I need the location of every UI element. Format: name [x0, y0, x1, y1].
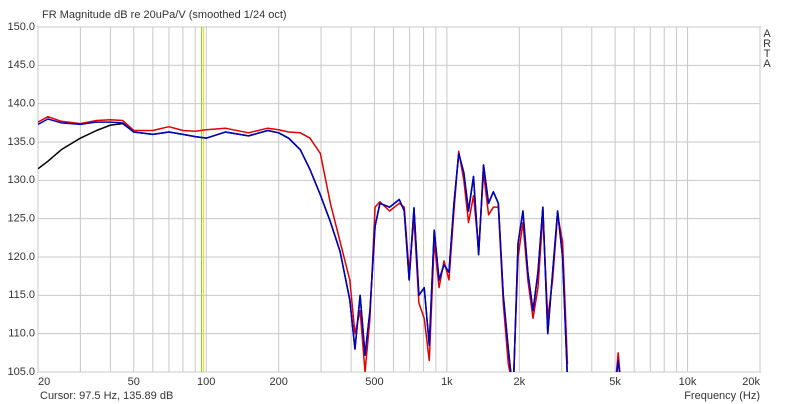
x-tick-label: 10k — [679, 376, 697, 388]
x-tick-label: 500 — [365, 376, 383, 388]
y-tick-label: 135.0 — [7, 136, 35, 148]
y-tick-label: 115.0 — [8, 289, 35, 301]
x-tick-label: 5k — [609, 376, 621, 388]
grid — [37, 26, 761, 373]
watermark: ARTA — [761, 28, 773, 68]
y-tick-label: 150.0 — [7, 21, 35, 33]
plot-lines — [38, 27, 621, 372]
y-tick-label: 120.0 — [7, 251, 35, 263]
x-tick-label: 1k — [441, 376, 453, 388]
y-tick-label: 145.0 — [7, 59, 35, 71]
x-tick-label: 200 — [269, 376, 287, 388]
x-tick-label: 2k — [514, 376, 526, 388]
response-line — [38, 118, 621, 372]
x-tick-label: 100 — [197, 376, 215, 388]
x-tick-label: 20 — [38, 376, 50, 388]
y-tick-label: 105.0 — [7, 366, 35, 378]
x-axis-label: Frequency (Hz) — [684, 390, 760, 402]
y-tick-label: 140.0 — [7, 98, 35, 110]
y-tick-label: 125.0 — [7, 213, 35, 225]
x-tick-label: 20k — [742, 376, 760, 388]
chart-title: FR Magnitude dB re 20uPa/V (smoothed 1/2… — [42, 9, 287, 21]
x-tick-label: 50 — [128, 376, 140, 388]
y-tick-label: 130.0 — [7, 174, 35, 186]
cursor-readout: Cursor: 97.5 Hz, 135.89 dB — [40, 390, 173, 402]
y-tick-label: 110.0 — [8, 328, 35, 340]
